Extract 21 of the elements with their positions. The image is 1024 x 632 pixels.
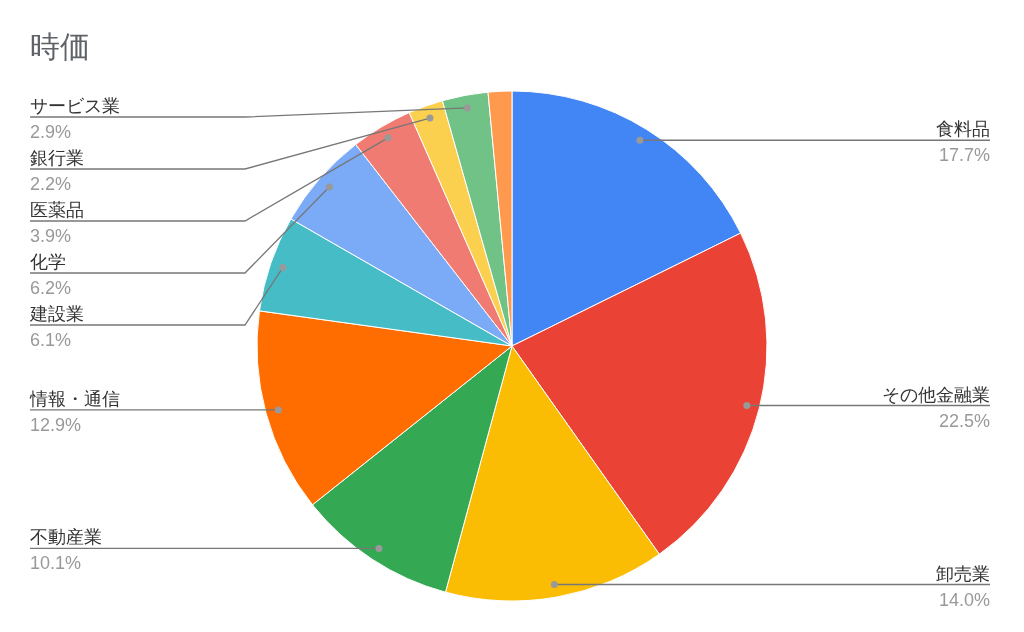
slice-label: 建設業	[29, 304, 84, 324]
data-label: 14.0%	[938, 589, 990, 610]
data-label: 22.5%	[938, 410, 990, 431]
slice-label: 卸売業	[936, 563, 990, 584]
data-label: 17.7%	[938, 145, 990, 166]
data-label: 12.9%	[30, 414, 82, 435]
slice-label: 食料品	[936, 119, 990, 140]
data-label: 6.1%	[30, 330, 72, 350]
data-label: 2.9%	[30, 122, 72, 142]
title: 時価	[30, 30, 90, 63]
data-label: 3.9%	[30, 226, 72, 246]
data-label: 2.2%	[30, 174, 72, 194]
slice-label: 情報・通信	[29, 388, 120, 409]
slice-label: 銀行業	[30, 148, 84, 168]
slice-label: 化学	[30, 252, 66, 272]
slice-label: 医薬品	[30, 200, 84, 220]
data-label: 10.1%	[30, 553, 82, 574]
data-label: 6.2%	[30, 278, 72, 298]
slice-label: その他金融業	[882, 384, 990, 405]
slice-label: サービス業	[30, 96, 120, 116]
slice-label: 不動産業	[30, 527, 102, 548]
